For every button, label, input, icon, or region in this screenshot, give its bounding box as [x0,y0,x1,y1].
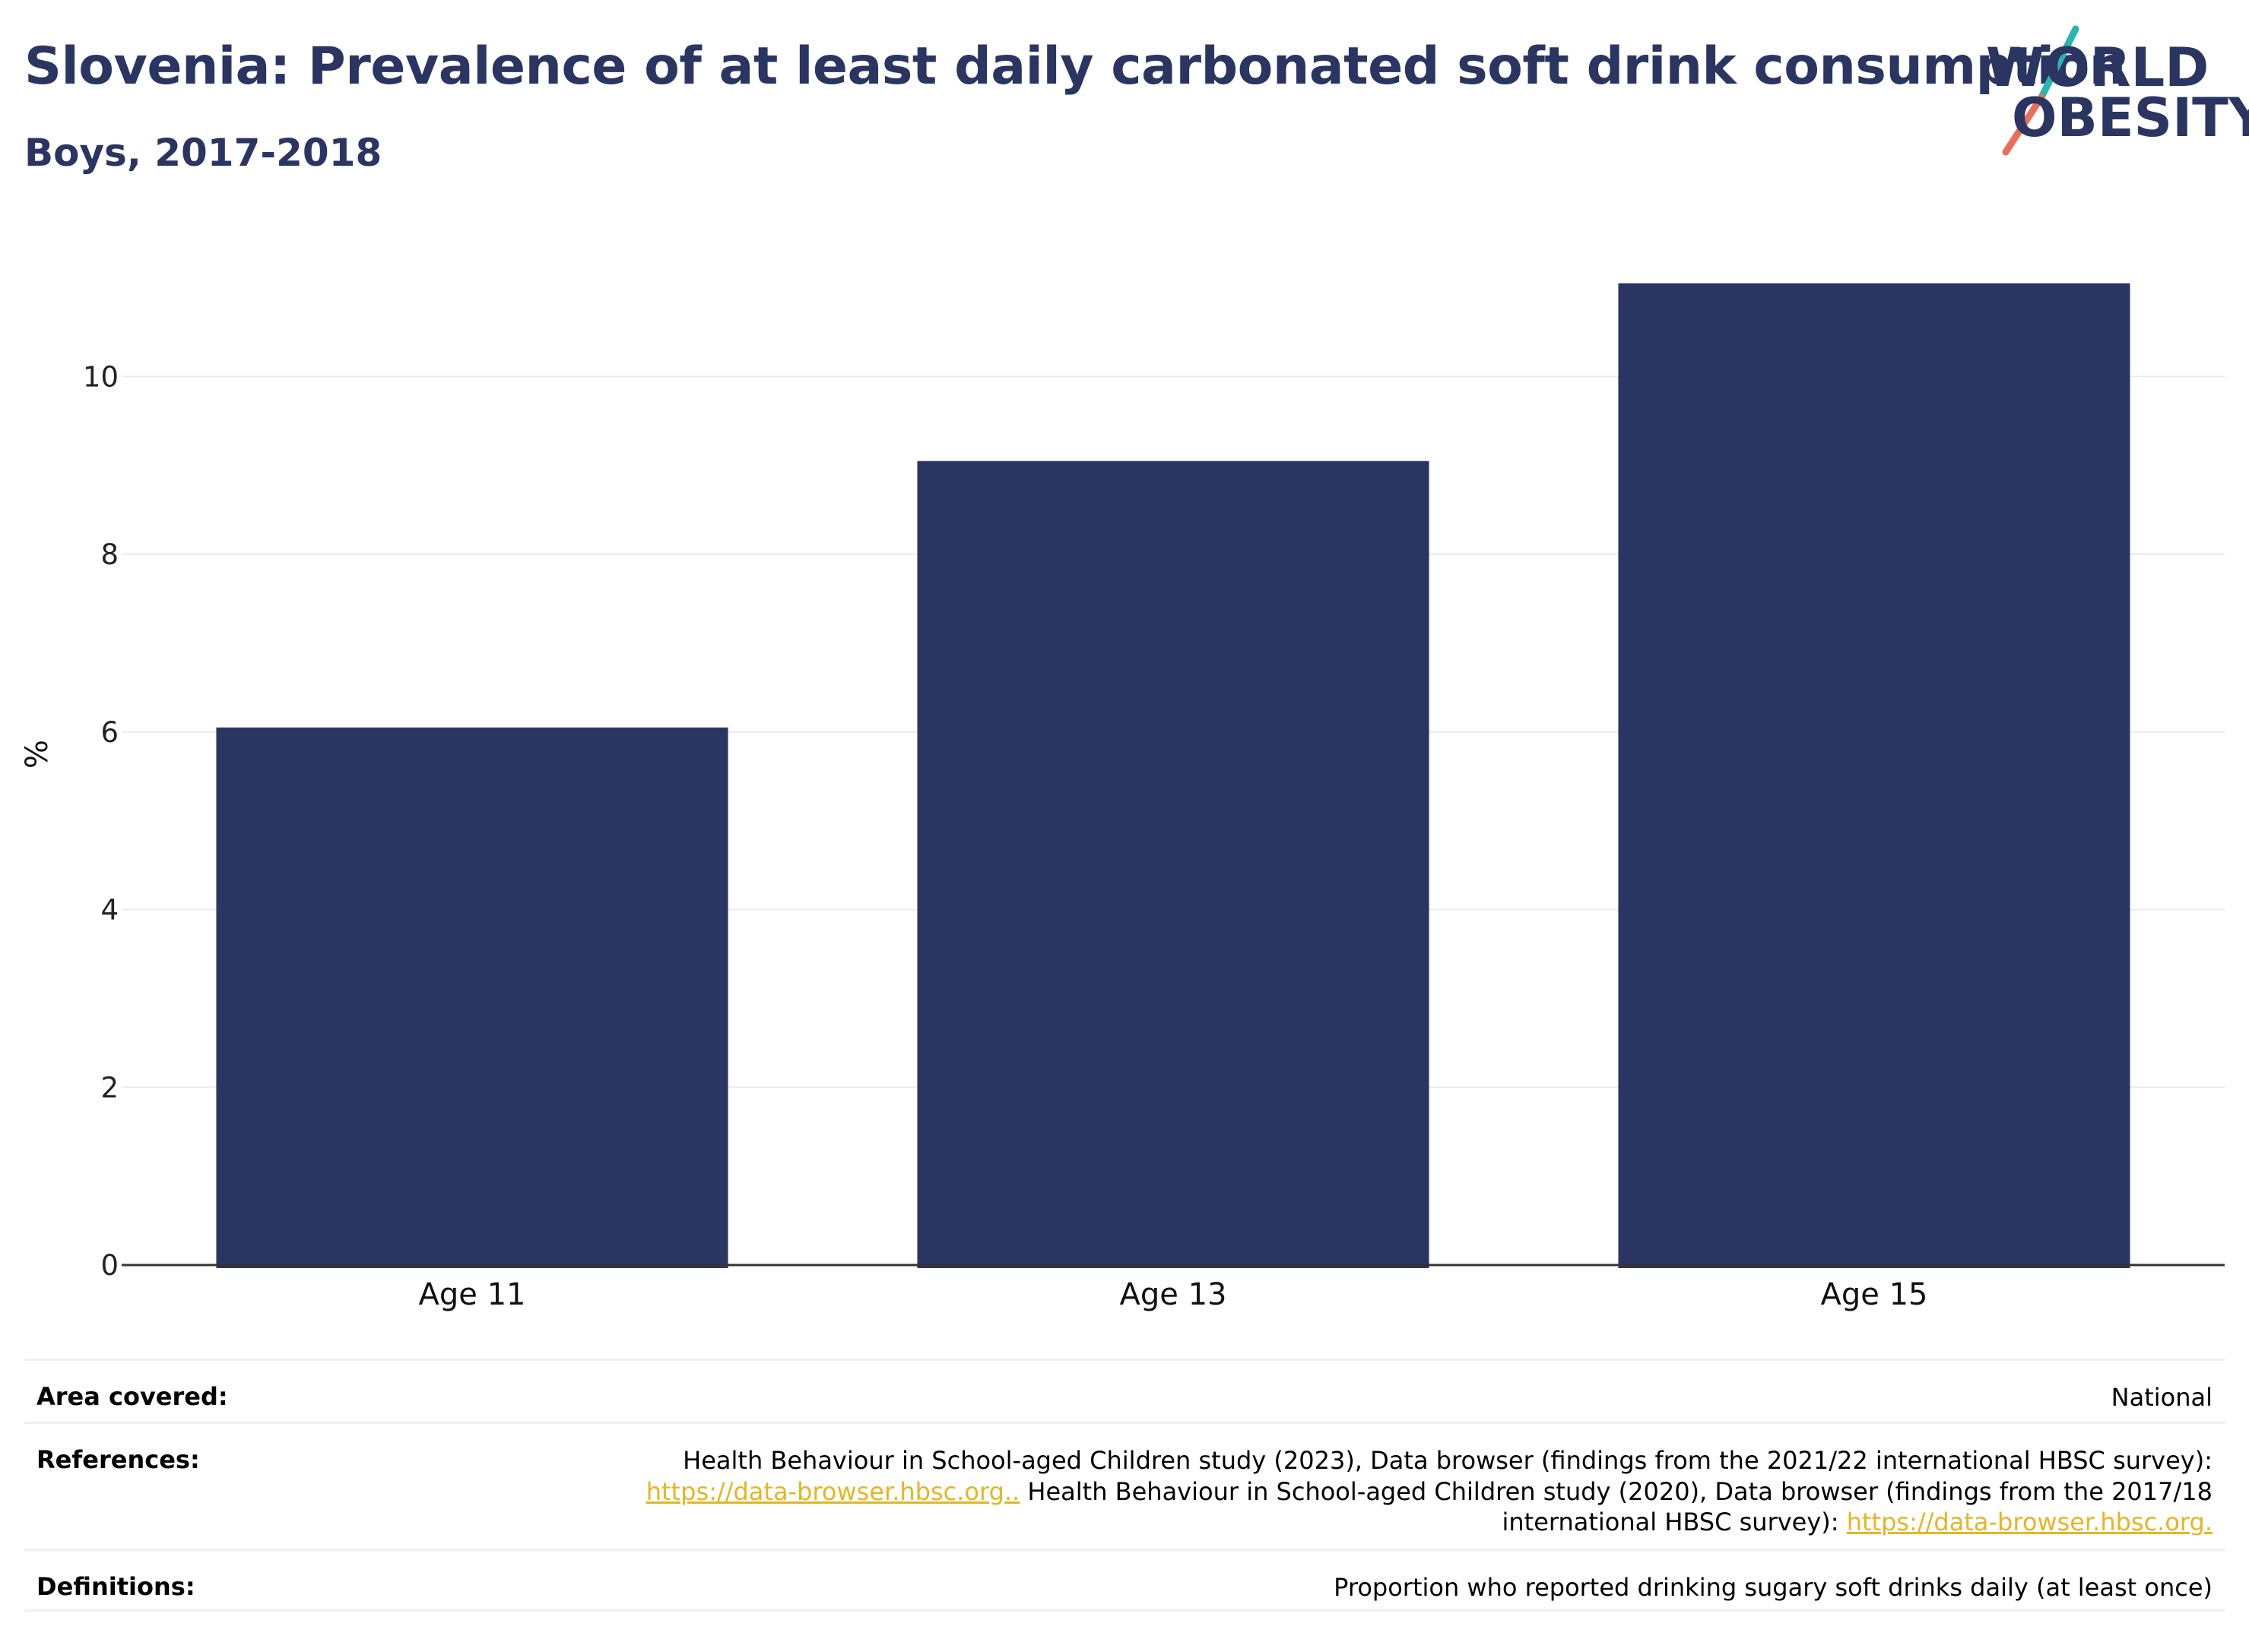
x-tick-label: Age 13 [1120,1277,1227,1312]
bar-chart: 0 2 4 6 8 10 Age 11 Age 13 Age 15% [20,283,2225,1312]
chart-subtitle: Boys, 2017-2018 [24,131,382,175]
references-text-1: Health Behaviour in School-aged Children… [683,1446,2213,1475]
chart-title: Slovenia: Prevalence of at least daily c… [24,36,2126,97]
definitions-row: Definitions: Proportion who reported dri… [24,1549,2225,1612]
x-tick-label: Age 11 [419,1277,526,1312]
area-covered-value: National [2111,1383,2213,1412]
references-text-2: Health Behaviour in School-aged Children… [1020,1476,2213,1537]
references-value: Health Behaviour in School-aged Children… [616,1445,2213,1538]
x-tick-label: Age 15 [1821,1277,1928,1312]
bar [1618,283,2130,1268]
references-row: References: Health Behaviour in School-a… [24,1422,2225,1549]
definitions-label: Definitions: [36,1572,195,1601]
y-tick-label: 8 [100,538,119,571]
y-tick-label: 0 [100,1249,119,1282]
y-tick-label: 2 [100,1071,119,1104]
logo-word-world: WORLD [1986,36,2209,99]
reference-link-1[interactable]: https://data-browser.hbsc.org.. [646,1476,1020,1506]
area-covered-label: Area covered: [36,1382,228,1411]
metadata-table: Area covered: National References: Healt… [24,1359,2225,1612]
definitions-value: Proportion who reported drinking sugary … [1334,1573,2213,1602]
area-covered-row: Area covered: National [24,1359,2225,1422]
logo-slash-icon [2002,25,2079,156]
y-tick-label: 10 [83,360,119,393]
bar [216,727,728,1268]
reference-link-2[interactable]: https://data-browser.hbsc.org. [1846,1508,2213,1537]
logo-word-obesity: OBESITY [2012,87,2249,149]
y-tick-label: 6 [100,716,119,749]
y-tick-label: 4 [100,894,119,927]
references-label: References: [36,1445,200,1474]
bar [917,461,1429,1268]
y-axis-title: % [20,740,55,769]
world-obesity-logo: WORLD OBESITY [1984,21,2249,158]
